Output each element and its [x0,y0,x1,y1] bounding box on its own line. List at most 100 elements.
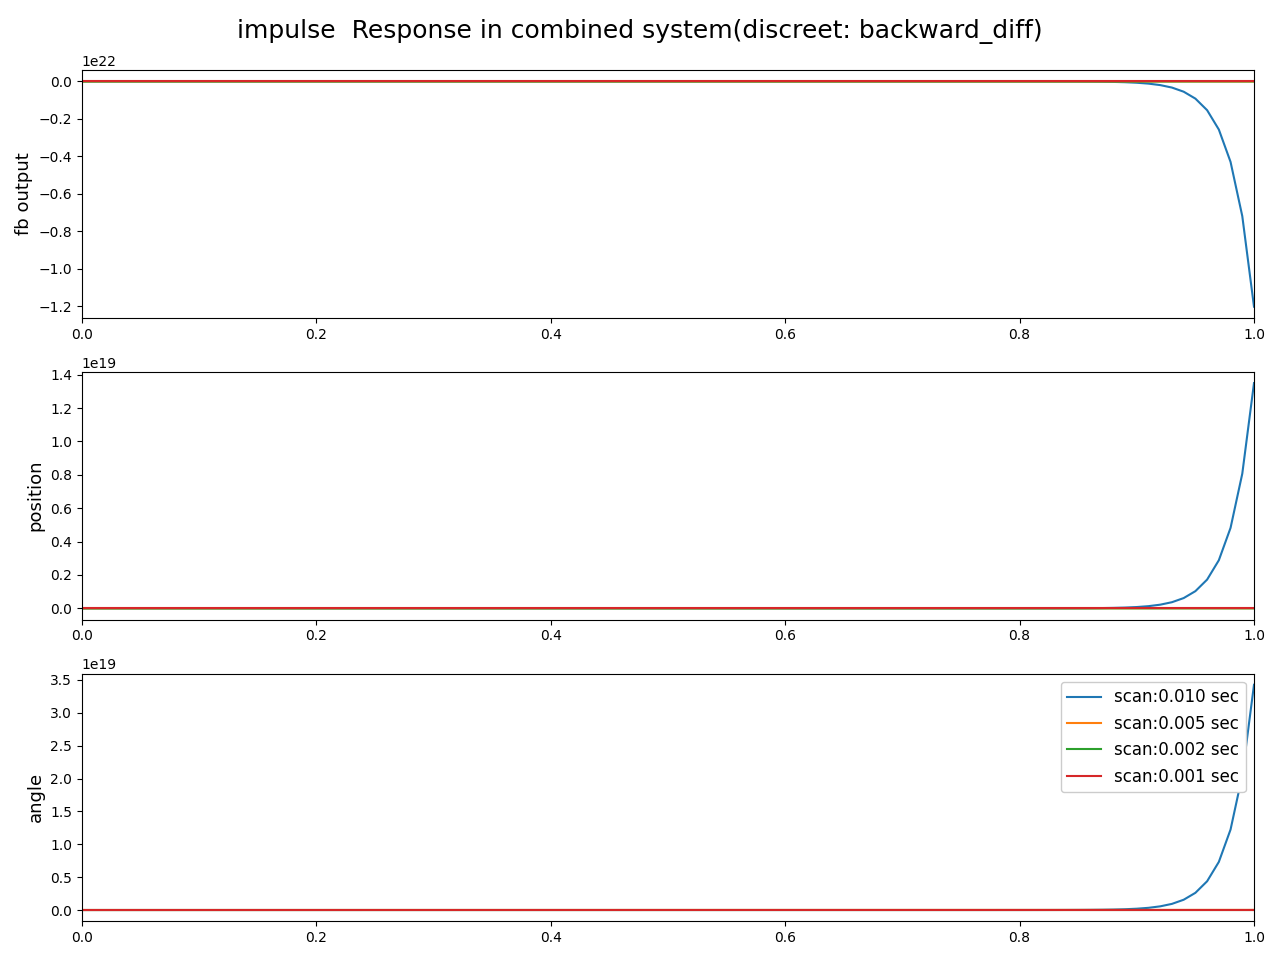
scan:0.002 sec [500,904,516,916]
scan:0.010 sec [74,904,90,916]
scan:0.005 sec [567,76,582,87]
scan:0.010 sec [74,76,90,87]
scan:0.001 sec [1247,76,1262,87]
scan:0.010 sec [156,904,172,916]
scan:0.010 sec [367,603,383,614]
scan:0.001 sec [1189,76,1204,87]
scan:0.010 sec [367,904,383,916]
scan:0.002 sec [415,76,430,87]
scan:0.002 sec [1044,603,1060,614]
scan:0.001 sec [1247,603,1262,614]
scan:0.010 sec [954,76,969,87]
scan:0.005 sec [1247,603,1262,614]
scan:0.005 sec [179,603,195,614]
scan:0.005 sec [502,904,517,916]
scan:0.001 sec [1189,904,1204,916]
scan:0.002 sec [829,76,845,87]
scan:0.001 sec [987,904,1002,916]
scan:0.002 sec [500,603,516,614]
scan:0.001 sec [1110,76,1125,87]
scan:0.005 sec [1247,904,1262,916]
scan:0.010 sec [1247,300,1262,312]
Legend: scan:0.010 sec, scan:0.005 sec, scan:0.002 sec, scan:0.001 sec: scan:0.010 sec, scan:0.005 sec, scan:0.0… [1061,682,1245,792]
scan:0.005 sec [567,904,582,916]
scan:0.005 sec [81,904,96,916]
scan:0.001 sec [1030,904,1046,916]
scan:0.002 sec [415,904,430,916]
scan:0.010 sec [777,76,792,87]
scan:0.005 sec [707,603,722,614]
Text: impulse  Response in combined system(discreet: backward_diff): impulse Response in combined system(disc… [237,19,1043,44]
scan:0.002 sec [365,76,380,87]
scan:0.001 sec [1030,76,1046,87]
scan:0.010 sec [954,603,969,614]
scan:0.002 sec [365,603,380,614]
scan:0.002 sec [829,904,845,916]
scan:0.001 sec [1189,603,1204,614]
Line: scan:0.010 sec: scan:0.010 sec [82,383,1254,609]
Y-axis label: angle: angle [27,773,45,823]
scan:0.005 sec [1247,76,1262,87]
scan:0.001 sec [74,904,90,916]
scan:0.005 sec [74,76,90,87]
Y-axis label: position: position [27,460,45,532]
scan:0.002 sec [844,76,859,87]
scan:0.010 sec [156,76,172,87]
scan:0.001 sec [146,904,161,916]
scan:0.002 sec [1247,76,1262,87]
scan:0.001 sec [1030,603,1046,614]
scan:0.002 sec [500,76,516,87]
scan:0.010 sec [156,603,172,614]
scan:0.001 sec [987,603,1002,614]
scan:0.010 sec [613,904,628,916]
scan:0.010 sec [74,603,90,614]
scan:0.010 sec [895,904,910,916]
Y-axis label: fb output: fb output [15,153,33,235]
Line: scan:0.010 sec: scan:0.010 sec [82,684,1254,910]
scan:0.002 sec [844,904,859,916]
scan:0.010 sec [895,76,910,87]
scan:0.001 sec [987,76,1002,87]
scan:0.010 sec [613,76,628,87]
scan:0.005 sec [81,603,96,614]
scan:0.005 sec [567,603,582,614]
scan:0.010 sec [613,603,628,614]
scan:0.002 sec [365,904,380,916]
scan:0.005 sec [502,603,517,614]
scan:0.005 sec [707,904,722,916]
scan:0.002 sec [1247,904,1262,916]
scan:0.002 sec [1044,904,1060,916]
scan:0.005 sec [74,603,90,614]
scan:0.002 sec [415,603,430,614]
scan:0.002 sec [1044,76,1060,87]
scan:0.010 sec [777,904,792,916]
scan:0.001 sec [312,904,328,916]
scan:0.005 sec [179,904,195,916]
scan:0.010 sec [1247,377,1262,389]
scan:0.005 sec [74,904,90,916]
scan:0.010 sec [367,76,383,87]
scan:0.010 sec [895,603,910,614]
scan:0.001 sec [74,603,90,614]
scan:0.005 sec [1147,904,1162,916]
scan:0.001 sec [146,603,161,614]
scan:0.001 sec [74,76,90,87]
scan:0.010 sec [1247,679,1262,690]
scan:0.005 sec [707,76,722,87]
scan:0.002 sec [1247,603,1262,614]
scan:0.005 sec [81,76,96,87]
Line: scan:0.010 sec: scan:0.010 sec [82,82,1254,306]
scan:0.001 sec [146,76,161,87]
scan:0.001 sec [312,603,328,614]
scan:0.002 sec [74,76,90,87]
scan:0.002 sec [829,603,845,614]
scan:0.001 sec [1247,904,1262,916]
scan:0.002 sec [74,904,90,916]
scan:0.001 sec [1110,904,1125,916]
scan:0.005 sec [1147,76,1162,87]
scan:0.001 sec [312,76,328,87]
scan:0.002 sec [74,603,90,614]
scan:0.001 sec [1110,603,1125,614]
scan:0.010 sec [954,904,969,916]
scan:0.002 sec [844,603,859,614]
